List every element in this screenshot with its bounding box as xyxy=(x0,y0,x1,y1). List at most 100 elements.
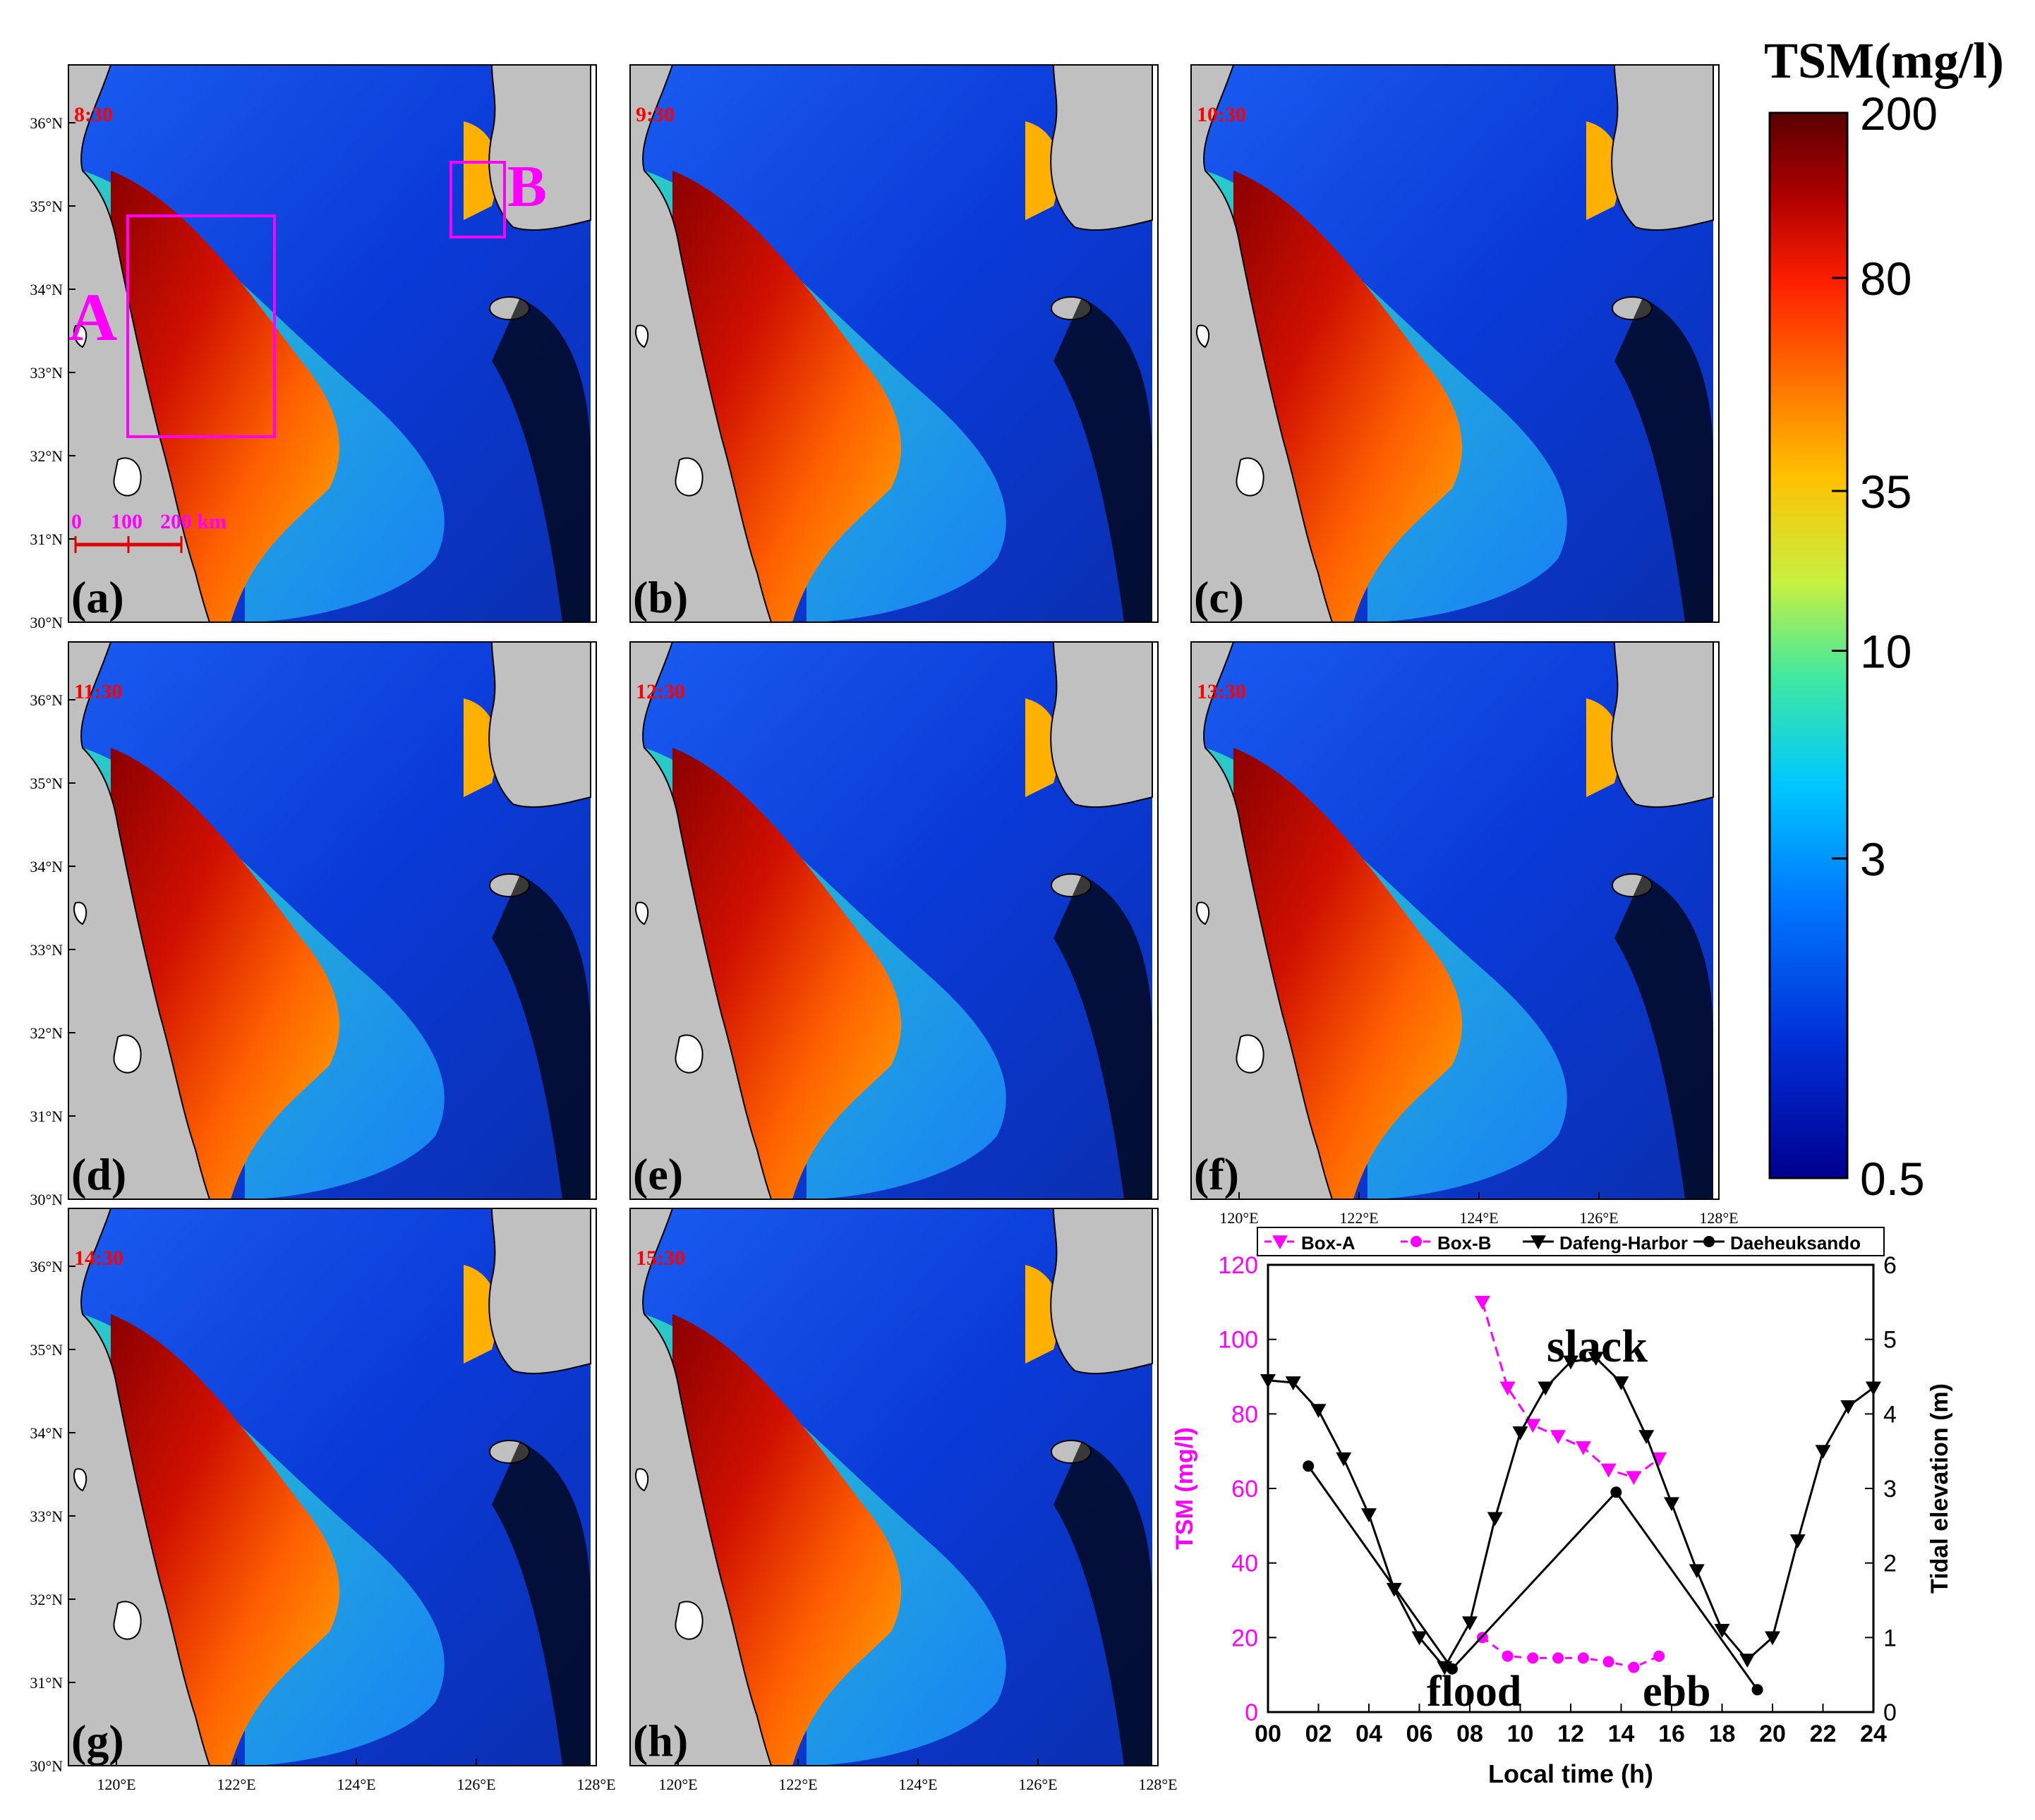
data-point xyxy=(1739,1654,1756,1668)
annotation-flood: flood xyxy=(1427,1668,1521,1716)
series-dafeng-harbor xyxy=(1260,1352,1881,1675)
panel-frame xyxy=(629,64,1159,623)
data-point xyxy=(1462,1616,1478,1631)
lon-label: 120°E xyxy=(658,1776,697,1793)
map-panels: 8:30 (a) 36°N 35°N 34°N 33°N 32°N 31°N 30°N A B 0 10… xyxy=(30,64,1739,1793)
lon-label: 124°E xyxy=(337,1776,375,1793)
lon-label: 126°E xyxy=(1579,1209,1618,1227)
data-point xyxy=(1866,1381,1881,1396)
lat-label: 33°N xyxy=(30,364,63,382)
lat-label: 31°N xyxy=(30,1108,63,1125)
time-label: 11:30 xyxy=(74,680,122,703)
data-point xyxy=(1303,1460,1315,1472)
legend-marker xyxy=(1703,1236,1715,1247)
scale-label-200: 200 km xyxy=(160,510,227,533)
lat-label: 30°N xyxy=(30,1757,63,1775)
colorbar-tick-label: 35 xyxy=(1860,466,1912,518)
legend-label: Daeheuksando xyxy=(1730,1232,1861,1254)
colorbar-tick-label: 3 xyxy=(1860,833,1886,885)
x-tick-label: 18 xyxy=(1709,1721,1736,1747)
legend-box xyxy=(1257,1227,1885,1256)
lat-label: 30°N xyxy=(30,1191,63,1208)
legend-label: Box-B xyxy=(1437,1232,1492,1254)
legend-marker xyxy=(1272,1235,1288,1249)
series-box-a xyxy=(1474,1296,1667,1486)
data-point xyxy=(1446,1663,1458,1675)
map-panel-b: 9:30 (b) xyxy=(629,64,1159,623)
data-point xyxy=(1527,1652,1539,1664)
colorbar-tick-label: 10 xyxy=(1860,626,1912,678)
x-tick-label: 00 xyxy=(1255,1721,1281,1747)
y-axis-label: TSM (mg/l) xyxy=(1171,1427,1198,1550)
lon-label: 122°E xyxy=(1339,1209,1378,1227)
y-tick-label: 100 xyxy=(1218,1327,1258,1354)
panel-letter: (h) xyxy=(633,1716,688,1766)
x-axis-label: Local time (h) xyxy=(1488,1759,1653,1788)
data-point xyxy=(1638,1430,1655,1445)
data-point xyxy=(1840,1400,1856,1414)
colorbar: TSM(mg/l)200 80 35 10 3 0.5 xyxy=(1764,32,2004,1205)
y-tick-label: 120 xyxy=(1218,1252,1258,1279)
lat-label: 34°N xyxy=(30,281,63,298)
tsm-map-image xyxy=(629,641,1153,1200)
x-tick-label: 14 xyxy=(1608,1721,1635,1747)
box-b xyxy=(449,161,506,238)
lat-label: 32°N xyxy=(30,1024,63,1042)
data-point xyxy=(1563,1355,1578,1370)
data-point xyxy=(1588,1352,1604,1366)
data-point xyxy=(1502,1650,1514,1662)
time-label: 13:30 xyxy=(1197,680,1246,703)
series-daeheuksando xyxy=(1303,1460,1763,1696)
legend-item: Box-A xyxy=(1264,1232,1355,1254)
legend-label: Box-A xyxy=(1301,1232,1355,1254)
lat-label: 36°N xyxy=(30,691,63,709)
data-point xyxy=(1626,1471,1642,1486)
data-point xyxy=(1751,1684,1763,1696)
data-point xyxy=(1525,1419,1541,1433)
map-panel-f: 13:30 (f) 120°E 122°E 124°E 126°E 128°E xyxy=(1190,641,1739,1227)
y2-tick-label: 5 xyxy=(1883,1327,1897,1354)
time-label: 15:30 xyxy=(636,1246,685,1270)
scale-label-100: 100 xyxy=(111,510,143,533)
data-point xyxy=(1361,1508,1377,1522)
x-tick-label: 02 xyxy=(1305,1721,1332,1747)
data-point xyxy=(1336,1452,1352,1467)
lon-label: 128°E xyxy=(1138,1776,1177,1793)
colorbar-tick-label: 200 xyxy=(1860,87,1938,140)
data-point xyxy=(1499,1381,1516,1396)
legend-label: Dafeng-Harbor xyxy=(1559,1232,1688,1254)
colorbar-tick-label: 0.5 xyxy=(1860,1153,1925,1205)
panel-frame xyxy=(68,641,597,1200)
lat-label: 31°N xyxy=(30,530,63,548)
x-tick-label: 20 xyxy=(1759,1721,1786,1747)
lon-label: 120°E xyxy=(1219,1209,1258,1227)
legend-marker xyxy=(1530,1235,1546,1249)
legend-item: Daeheuksando xyxy=(1693,1232,1861,1254)
data-point xyxy=(1664,1497,1679,1512)
time-label: 8:30 xyxy=(74,103,113,126)
time-label: 10:30 xyxy=(1197,103,1246,126)
tsm-map-image xyxy=(68,64,591,623)
lon-label: 120°E xyxy=(97,1776,135,1793)
tsm-map-image xyxy=(629,64,1153,623)
panel-letter: (d) xyxy=(71,1149,126,1199)
data-point xyxy=(1815,1445,1831,1460)
tsm-map-image xyxy=(68,641,591,1200)
time-label: 9:30 xyxy=(636,103,675,126)
y2-tick-label: 2 xyxy=(1883,1551,1897,1577)
annotation-slack: slack xyxy=(1547,1321,1648,1372)
panel-frame xyxy=(68,64,597,623)
lat-label: 31°N xyxy=(30,1674,63,1692)
lon-label: 122°E xyxy=(217,1776,255,1793)
y-tick-label: 60 xyxy=(1231,1476,1258,1503)
lat-label: 35°N xyxy=(30,198,63,215)
tsm-map-image xyxy=(68,1208,591,1766)
series-line xyxy=(1307,1465,1758,1691)
lat-label: 32°N xyxy=(30,1591,63,1608)
annotation-ebb: ebb xyxy=(1643,1668,1710,1716)
y2-axis-label: Tidal elevation (m) xyxy=(1926,1383,1953,1594)
colorbar-bar xyxy=(1768,111,1849,1179)
panel-letter: (f) xyxy=(1194,1149,1239,1199)
y-tick-label: 0 xyxy=(1245,1699,1258,1726)
data-point xyxy=(1575,1441,1591,1455)
